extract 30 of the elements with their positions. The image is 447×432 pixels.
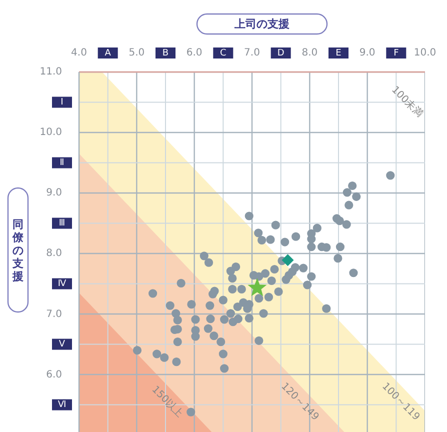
series-label: 100～119 <box>380 380 422 423</box>
y-tick-label: Ⅰ <box>60 98 64 108</box>
y-tick-label: 6.0 <box>46 369 62 380</box>
x-tick-label: 10.0 <box>414 48 436 59</box>
x-tick-label: D <box>277 48 284 58</box>
x-tick-label: A <box>104 48 112 58</box>
x-axis-title: 上司の支援 <box>234 18 290 31</box>
x-tick-label: 4.0 <box>71 48 87 59</box>
x-tick-label: C <box>220 48 226 58</box>
y-tick-label: 8.0 <box>46 248 62 260</box>
y-tick-label: Ⅱ <box>60 158 64 168</box>
y-tick-label: 11.0 <box>40 66 62 78</box>
x-tick-label: 7.0 <box>244 48 260 59</box>
x-tick-label: E <box>336 48 342 58</box>
series-label: 120～149 <box>278 380 321 423</box>
y-tick-label: Ⅴ <box>58 340 66 350</box>
x-tick-label: B <box>162 48 169 58</box>
y-tick-label: 7.0 <box>46 308 62 320</box>
y-axis-title: 同僚の支援 <box>12 218 24 283</box>
y-tick-label: Ⅳ <box>58 279 67 290</box>
x-tick-label: 5.0 <box>128 48 145 59</box>
x-tick-label: 9.0 <box>359 48 376 59</box>
y-tick-label: Ⅲ <box>58 218 66 229</box>
x-tick-label: 6.0 <box>186 48 202 59</box>
y-tick-label: Ⅵ <box>58 400 66 410</box>
y-tick-label: 9.0 <box>46 188 62 199</box>
x-tick-label: 8.0 <box>302 48 318 59</box>
x-tick-label: F <box>394 48 399 58</box>
series-label: 150以上 <box>149 383 186 420</box>
y-tick-label: 10.0 <box>40 127 62 138</box>
